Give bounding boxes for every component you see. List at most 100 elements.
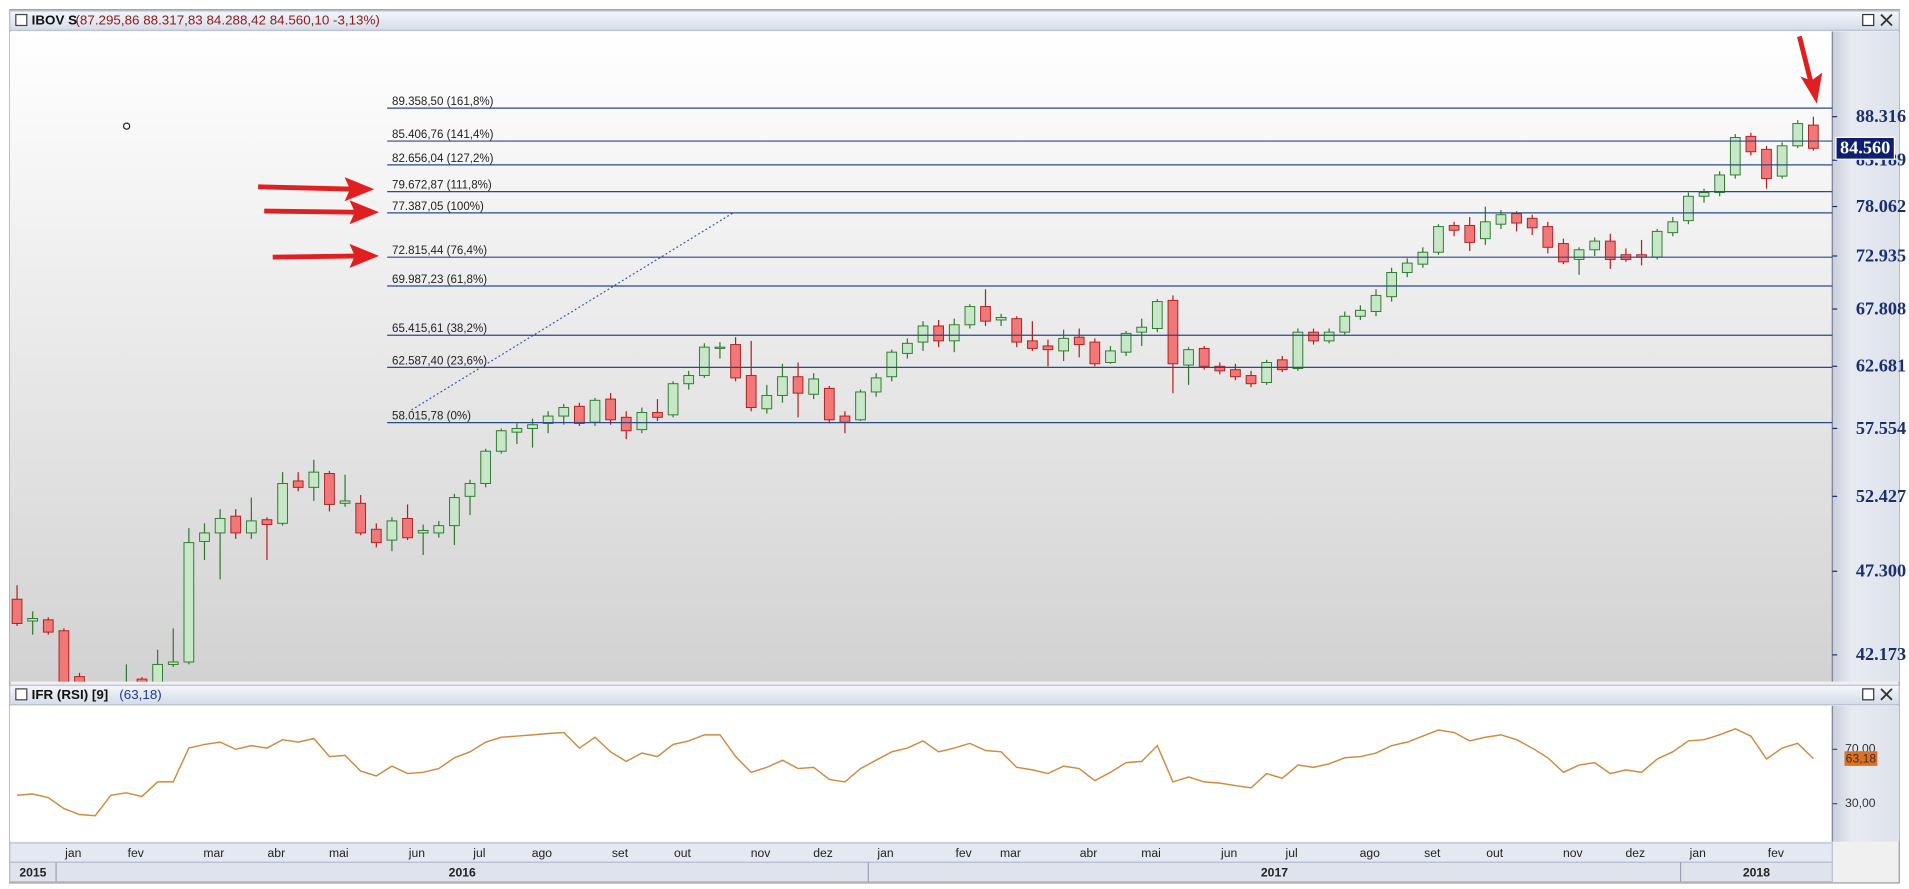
y-tick-label: 57.554 [1856, 418, 1906, 438]
candle-body [558, 407, 570, 417]
candle-body [730, 344, 741, 379]
candle-body [355, 502, 367, 534]
rsi-title: IFR (RSI) [9] [32, 687, 109, 702]
candle-body [1198, 347, 1210, 367]
close-button[interactable] [1880, 688, 1893, 701]
candle-body [1323, 331, 1335, 342]
candle-body [1495, 214, 1507, 225]
candle-body [1089, 341, 1101, 365]
month-label: out [674, 846, 692, 860]
main-subtitle: (87.295,86 88.317,83 84.288,42 84.560,10… [75, 13, 379, 28]
candle-body [948, 324, 960, 342]
month-label: mar [1000, 846, 1021, 860]
month-label: jun [408, 846, 425, 860]
candle-body [308, 471, 320, 488]
candle-body [652, 411, 663, 418]
candle-body [870, 377, 882, 393]
month-label: jul [1285, 846, 1298, 860]
candle-body [386, 520, 398, 541]
main-title: IBOV S [32, 13, 77, 28]
arrow-shaft [272, 253, 361, 260]
candle-body [542, 415, 554, 424]
year-row [9, 861, 1833, 883]
year-label: 2017 [1261, 865, 1288, 879]
candle-body [183, 542, 195, 663]
close-button[interactable] [1880, 13, 1893, 27]
candle-body [1370, 294, 1382, 312]
month-label: fev [956, 846, 973, 860]
fibonacci-label: 62.587,40 (23,6%) [392, 355, 487, 367]
month-label: nov [751, 846, 772, 860]
candle-body [1120, 332, 1132, 353]
fibonacci-label: 85.406,76 (141,4%) [392, 129, 494, 141]
candle-body [1448, 224, 1460, 231]
candle-body [1042, 345, 1054, 351]
candle-body [1355, 309, 1366, 317]
month-label: set [612, 846, 629, 860]
candle-body [1464, 224, 1476, 243]
candle-body [1526, 217, 1538, 229]
month-label: jan [64, 846, 81, 860]
candle-body [1386, 272, 1397, 298]
month-label: dez [813, 846, 833, 860]
candle-body [1745, 135, 1757, 153]
candle-body [42, 619, 54, 633]
candle-body [667, 383, 679, 416]
candle-body [574, 405, 585, 424]
candle-body [1027, 340, 1038, 349]
month-label: jul [472, 846, 485, 860]
candle-body [370, 528, 382, 544]
candle-body [1261, 362, 1273, 384]
candle-body [1136, 326, 1148, 333]
candle-body [230, 515, 242, 534]
month-label: fev [1768, 846, 1785, 860]
candle-body [1417, 251, 1429, 265]
arrow-head [1800, 72, 1823, 104]
y-tick-label: 52.427 [1856, 486, 1906, 506]
candle-body [324, 473, 335, 505]
candle-body [464, 483, 476, 497]
candle-body [11, 598, 23, 624]
last-value-label: 63,18 [1846, 751, 1877, 765]
arrow-shaft [1797, 35, 1814, 86]
candle-body [1276, 359, 1288, 371]
candle-body [1604, 240, 1616, 260]
fibonacci-label: 82.656,04 (127,2%) [392, 153, 494, 165]
arrow-head [349, 243, 380, 268]
candle-body [1292, 331, 1304, 370]
y-tick-label: 78.062 [1856, 196, 1906, 216]
month-label: set [1424, 846, 1441, 860]
maximize-button[interactable] [1862, 13, 1875, 27]
candle-body [1542, 226, 1554, 248]
candle-body [1698, 192, 1710, 197]
month-label: jun [1220, 846, 1237, 860]
candle-body [199, 532, 210, 542]
candle-body [1183, 349, 1194, 366]
candle-body [1792, 123, 1804, 147]
maximize-button[interactable] [1862, 688, 1875, 701]
rsi-axis-area [1832, 705, 1900, 842]
arrow-head [349, 200, 380, 225]
candle-body [1651, 230, 1663, 258]
month-label: jan [1689, 846, 1706, 860]
candle-body [855, 391, 866, 421]
candle-body [823, 387, 835, 421]
year-label: 2016 [449, 865, 476, 879]
candle-body [214, 517, 226, 534]
candle-body [1073, 336, 1085, 346]
y-tick-label: 88.316 [1856, 106, 1906, 126]
month-label: jan [876, 846, 893, 860]
candle-body [339, 500, 351, 504]
candle-body [995, 316, 1007, 321]
candle-body [886, 351, 898, 378]
arrow-shaft [258, 184, 356, 192]
candle-body [1214, 365, 1226, 372]
candle-body [745, 375, 757, 409]
rsi-line [16, 727, 1814, 817]
candle-body [480, 450, 492, 485]
last-price-box [1835, 136, 1895, 160]
fibonacci-label: 69.987,23 (61,8%) [392, 274, 487, 286]
candle-body [589, 399, 601, 423]
y-tick-label: 30,00 [1845, 796, 1876, 810]
y-tick-label: 47.300 [1856, 561, 1906, 581]
